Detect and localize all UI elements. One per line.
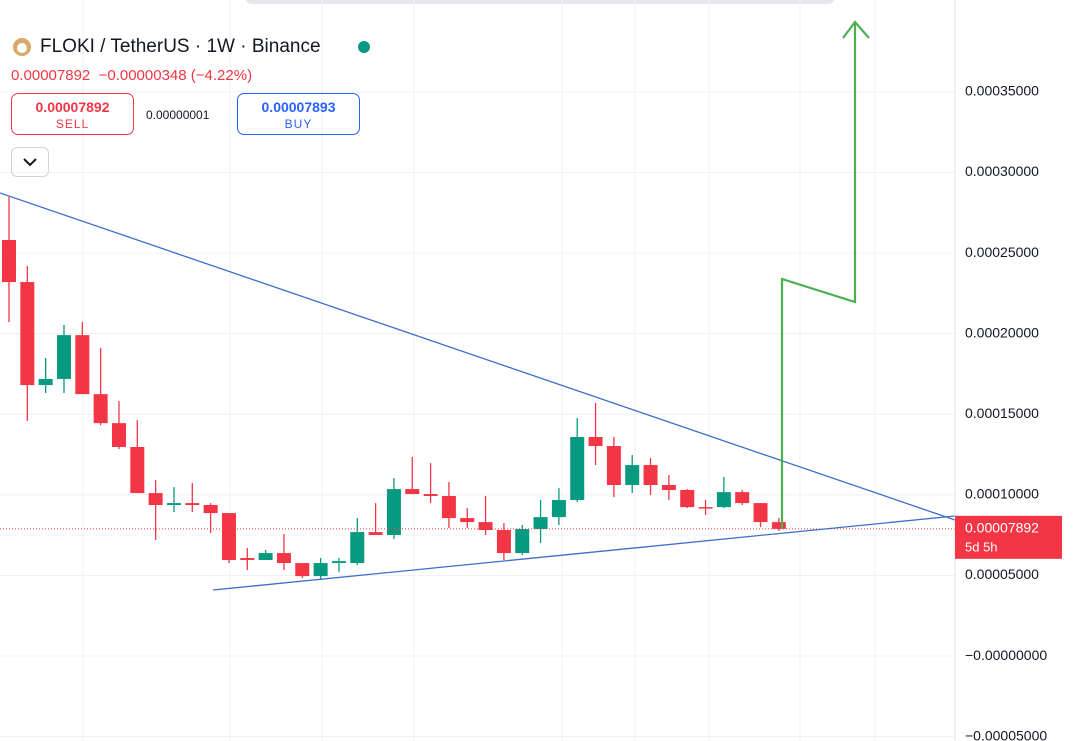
arrow-head (842, 20, 870, 39)
candle-body (75, 335, 90, 395)
candle-body (313, 563, 328, 577)
projection-arrow (780, 24, 857, 528)
candle-body (515, 529, 530, 554)
candle-body (643, 465, 658, 486)
candle-body (551, 500, 566, 518)
candle-body (221, 513, 236, 560)
candle-body (753, 503, 768, 523)
y-tick-label: 0.00030000 (965, 163, 1039, 179)
candle-body (276, 553, 291, 564)
candle-body (350, 532, 365, 564)
candle-body (258, 553, 273, 560)
status-dot (358, 41, 370, 53)
candle-body (460, 518, 475, 523)
price-change: 0.00007892 −0.00000348 (−4.22%) (11, 67, 252, 84)
candle-body (331, 561, 346, 564)
y-tick-label: 0.00015000 (965, 405, 1039, 421)
candle-body (295, 563, 310, 577)
candle-body (588, 436, 603, 447)
candle-body (606, 446, 621, 486)
y-tick-label: 0.00020000 (965, 324, 1039, 340)
buy-button[interactable]: 0.00007893 BUY (237, 93, 360, 135)
y-tick-label: −0.00005000 (965, 727, 1047, 741)
candle-body (386, 489, 401, 535)
candle-body (423, 494, 438, 496)
sell-button[interactable]: 0.00007892 SELL (11, 93, 134, 135)
y-tick-label: −0.00000000 (965, 647, 1047, 663)
candle-body (240, 558, 255, 560)
change: −0.00000348 (98, 67, 187, 84)
candle-body (716, 492, 731, 508)
lower-trendline (212, 515, 956, 591)
sell-label: SELL (55, 117, 90, 131)
candle-body (2, 240, 16, 283)
candle-body (203, 505, 218, 514)
candle-body (533, 517, 548, 530)
candle-body (735, 492, 750, 504)
candle-body (680, 490, 695, 508)
candle-body (166, 503, 181, 506)
candle-body (20, 282, 35, 386)
candle-body (625, 465, 640, 486)
last-price: 0.00007892 (11, 67, 91, 84)
candle-body (698, 507, 713, 509)
buy-price: 0.00007893 (261, 99, 336, 115)
chevron (23, 158, 37, 167)
price-tag-label: 0.00007892 (965, 520, 1039, 536)
y-tick-label: 0.00010000 (965, 486, 1039, 502)
y-tick-label: 0.00005000 (965, 566, 1039, 582)
candle-body (130, 446, 145, 494)
collapse-button[interactable] (11, 147, 49, 177)
upper-trendline (0, 192, 956, 521)
candle-body (93, 394, 108, 424)
y-tick-label: 0.00025000 (965, 244, 1039, 260)
price-tag (955, 515, 1062, 559)
candle-body (496, 529, 511, 554)
candle-body (56, 335, 71, 379)
symbol-title: FLOKI / TetherUS · 1W · Binance (40, 36, 321, 57)
candle-body (111, 423, 126, 447)
countdown-label: 5d 5h (965, 539, 998, 554)
coin-icon (13, 38, 31, 56)
candle-body (441, 495, 456, 519)
candle-body (771, 522, 786, 529)
candle-body (570, 436, 585, 501)
candle-body (478, 522, 493, 530)
candle-body (148, 493, 163, 506)
candle-body (38, 378, 53, 386)
sell-price: 0.00007892 (35, 99, 110, 115)
change-percent: (−4.22%) (190, 67, 253, 84)
candle-body (661, 485, 676, 491)
top-handle (245, 0, 835, 4)
candle-body (185, 503, 200, 506)
spread: 0.00000001 (146, 108, 210, 122)
candle-body (405, 489, 420, 495)
buy-label: BUY (284, 117, 313, 131)
y-tick-label: 0.00035000 (965, 83, 1039, 99)
candle-body (368, 532, 383, 535)
